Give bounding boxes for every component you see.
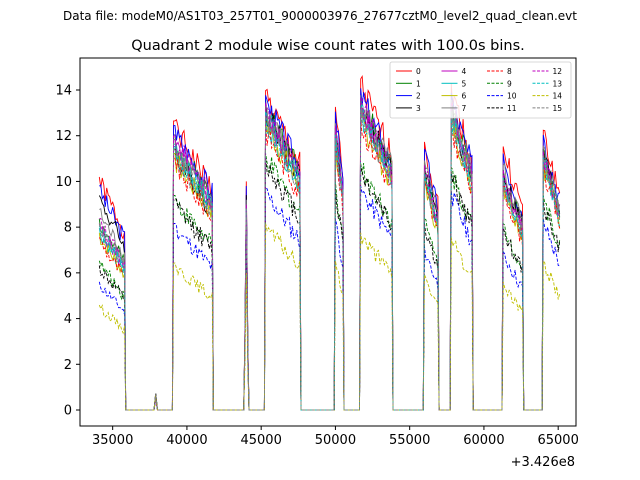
legend-label-7: 7: [462, 104, 467, 113]
legend-label-13: 13: [553, 79, 563, 88]
x-tick-label: 35000: [92, 433, 133, 448]
legend-label-4: 4: [462, 67, 467, 76]
legend-label-5: 5: [462, 79, 467, 88]
legend-label-2: 2: [416, 92, 421, 101]
x-tick-label: 50000: [315, 433, 356, 448]
chart-title: Quadrant 2 module wise count rates with …: [131, 38, 525, 54]
y-tick-label: 10: [55, 175, 72, 190]
legend-label-1: 1: [416, 79, 421, 88]
legend-label-6: 6: [462, 92, 467, 101]
series-line-15: [98, 109, 561, 411]
x-tick-label: 45000: [240, 433, 281, 448]
legend-box: [389, 61, 572, 119]
x-tick-label: 60000: [463, 433, 504, 448]
y-tick-label: 0: [64, 404, 72, 419]
y-tick-label: 6: [64, 266, 72, 281]
x-axis: 35000 40000 45000 50000 55000 60000 65000: [92, 426, 579, 448]
legend-label-3: 3: [416, 104, 421, 113]
y-axis: 0 2 4 6 8 10 12 14: [55, 84, 80, 419]
legend-label-15: 15: [553, 104, 563, 113]
legend-label-12: 12: [553, 67, 563, 76]
y-tick-label: 12: [55, 129, 72, 144]
x-tick-label: 40000: [166, 433, 207, 448]
y-tick-label: 2: [64, 358, 72, 373]
legend-label-10: 10: [507, 92, 517, 101]
legend-label-14: 14: [553, 92, 563, 101]
plot-area: [98, 74, 561, 411]
legend-label-8: 8: [507, 67, 512, 76]
legend-label-9: 9: [507, 79, 512, 88]
y-tick-label: 4: [64, 312, 72, 327]
x-tick-label: 65000: [537, 433, 578, 448]
chart-suptitle: Data file: modeM0/AS1T03_257T01_90000039…: [63, 9, 577, 23]
x-axis-offset-label: +3.426e8: [511, 455, 575, 470]
axes-frame: [79, 57, 577, 427]
series-line-12: [99, 96, 561, 411]
y-tick-label: 14: [55, 84, 72, 99]
legend-label-0: 0: [416, 67, 421, 76]
series-line-11: [98, 158, 561, 411]
series-line-10: [98, 186, 560, 411]
x-tick-label: 55000: [389, 433, 430, 448]
y-tick-label: 8: [64, 221, 72, 236]
legend-label-11: 11: [507, 104, 517, 113]
